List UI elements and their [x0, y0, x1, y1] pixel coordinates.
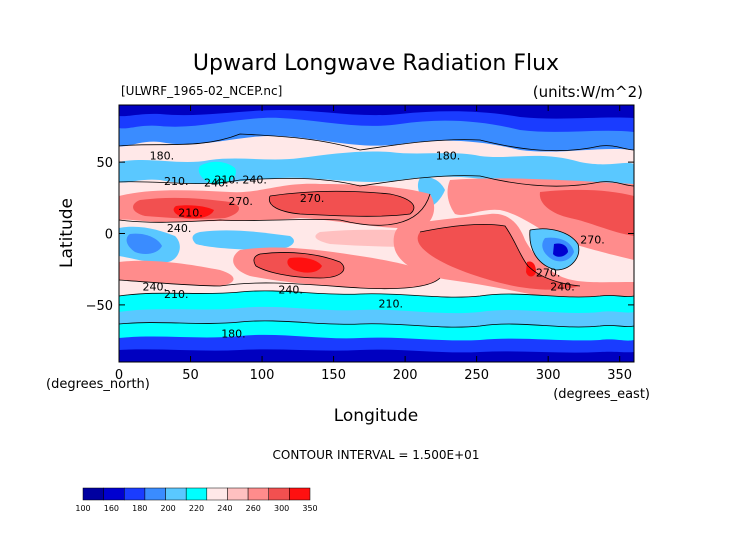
colorbar-label: 100	[75, 504, 90, 513]
contour-label: 240.	[278, 283, 303, 296]
y-tick-label: 50	[96, 156, 113, 171]
heatmap-band	[269, 191, 414, 217]
contour-label: 270.	[228, 195, 253, 208]
contour-line	[419, 223, 581, 287]
y-tick-label: −50	[86, 299, 113, 314]
heatmap-band	[287, 257, 322, 273]
colorbar-swatch	[124, 487, 146, 501]
x-tick-label: 350	[607, 368, 632, 383]
y-tick-label: 0	[105, 228, 113, 243]
contour-line	[253, 252, 345, 279]
contour-label: 240.	[550, 281, 575, 294]
contour-label: 210.	[379, 298, 404, 311]
contour-line	[119, 277, 441, 290]
contour-line	[119, 193, 431, 226]
colorbar-swatch	[144, 487, 166, 501]
units-label: (units:W/m^2)	[533, 83, 643, 101]
x-tick-label: 250	[464, 368, 489, 383]
heatmap-band	[198, 161, 236, 185]
contour-label: 270.	[536, 266, 561, 279]
colorbar-label: 180	[132, 504, 147, 513]
y-unit-label: (degrees_north)	[46, 377, 150, 392]
colorbar-label: 260	[246, 504, 261, 513]
contour-label: 180.	[221, 328, 246, 341]
x-tick-label: 50	[182, 368, 199, 383]
file-label: [ULWRF_1965-02_NCEP.nc]	[121, 84, 282, 98]
heatmap-band	[119, 260, 234, 286]
contour-label: 210.	[164, 175, 189, 188]
heatmap-band	[539, 189, 634, 236]
contour-line	[268, 190, 415, 217]
x-tick-label: 200	[393, 368, 418, 383]
contour-line	[119, 290, 634, 298]
x-tick-label: 100	[250, 368, 275, 383]
colorbar-swatch	[247, 487, 269, 501]
heatmap-band	[119, 105, 634, 119]
x-tick-label: 0	[115, 368, 123, 383]
x-tick-label: 300	[536, 368, 561, 383]
colorbar-swatch	[268, 487, 290, 501]
contour-line	[119, 175, 634, 187]
colorbar-swatch	[289, 487, 311, 501]
heatmap-band	[119, 349, 634, 362]
heatmap-band	[192, 230, 294, 250]
colorbar-swatch	[165, 487, 187, 501]
heatmap-band	[126, 233, 162, 254]
contour-label: 180.	[150, 149, 175, 162]
colorbar-label: 200	[160, 504, 175, 513]
x-unit-label: (degrees_east)	[553, 387, 650, 402]
colorbar-swatch	[206, 487, 228, 501]
heatmap-band	[119, 151, 634, 188]
y-axis-ticks: 50 0 −50	[86, 156, 634, 314]
colorbar-label: 300	[274, 504, 289, 513]
contour-label: 180.	[436, 149, 461, 162]
colorbar-swatch	[82, 487, 104, 501]
x-axis-label: Longitude	[334, 406, 419, 426]
chart-title: Upward Longwave Radiation Flux	[193, 51, 559, 76]
contour-label: 210. 240.	[214, 174, 266, 187]
x-tick-label: 150	[321, 368, 346, 383]
colorbar-swatch	[103, 487, 125, 501]
contour-label: 210.	[164, 288, 189, 301]
colorbar-swatch	[227, 487, 249, 501]
heatmap-band	[417, 224, 580, 290]
y-axis-label: Latitude	[57, 198, 77, 268]
contour-lines	[119, 133, 634, 328]
colorbar-label: 160	[104, 504, 119, 513]
contour-label: 210.	[178, 206, 203, 219]
contour-line	[119, 320, 634, 328]
contour-label: 270.	[300, 192, 325, 205]
contour-label: 240.	[143, 281, 168, 294]
colorbar-label: 350	[302, 504, 317, 513]
colorbar-label: 220	[189, 504, 204, 513]
x-axis-ticks: 0 50 100 150 200 250 300 350	[115, 105, 632, 383]
colorbar: 100 160 180 200 220 240 260 300 350	[75, 487, 318, 513]
heatmap-band	[173, 205, 214, 219]
contour-line	[119, 133, 634, 152]
colorbar-label: 240	[217, 504, 232, 513]
contour-labels: 180.210. 240.210. 240.240.210.270. 270.240…	[143, 149, 605, 340]
contour-interval-label: CONTOUR INTERVAL = 1.500E+01	[273, 448, 480, 462]
contour-label: 240.	[167, 222, 192, 235]
contour-label: 270.	[580, 233, 605, 246]
plot-area: 180.210. 240.210. 240.240.210.270. 270.240…	[119, 105, 634, 362]
colorbar-swatch	[185, 487, 208, 501]
contour-label: 240.	[204, 176, 229, 189]
heatmap-band	[553, 243, 568, 257]
contour-line	[529, 228, 580, 271]
